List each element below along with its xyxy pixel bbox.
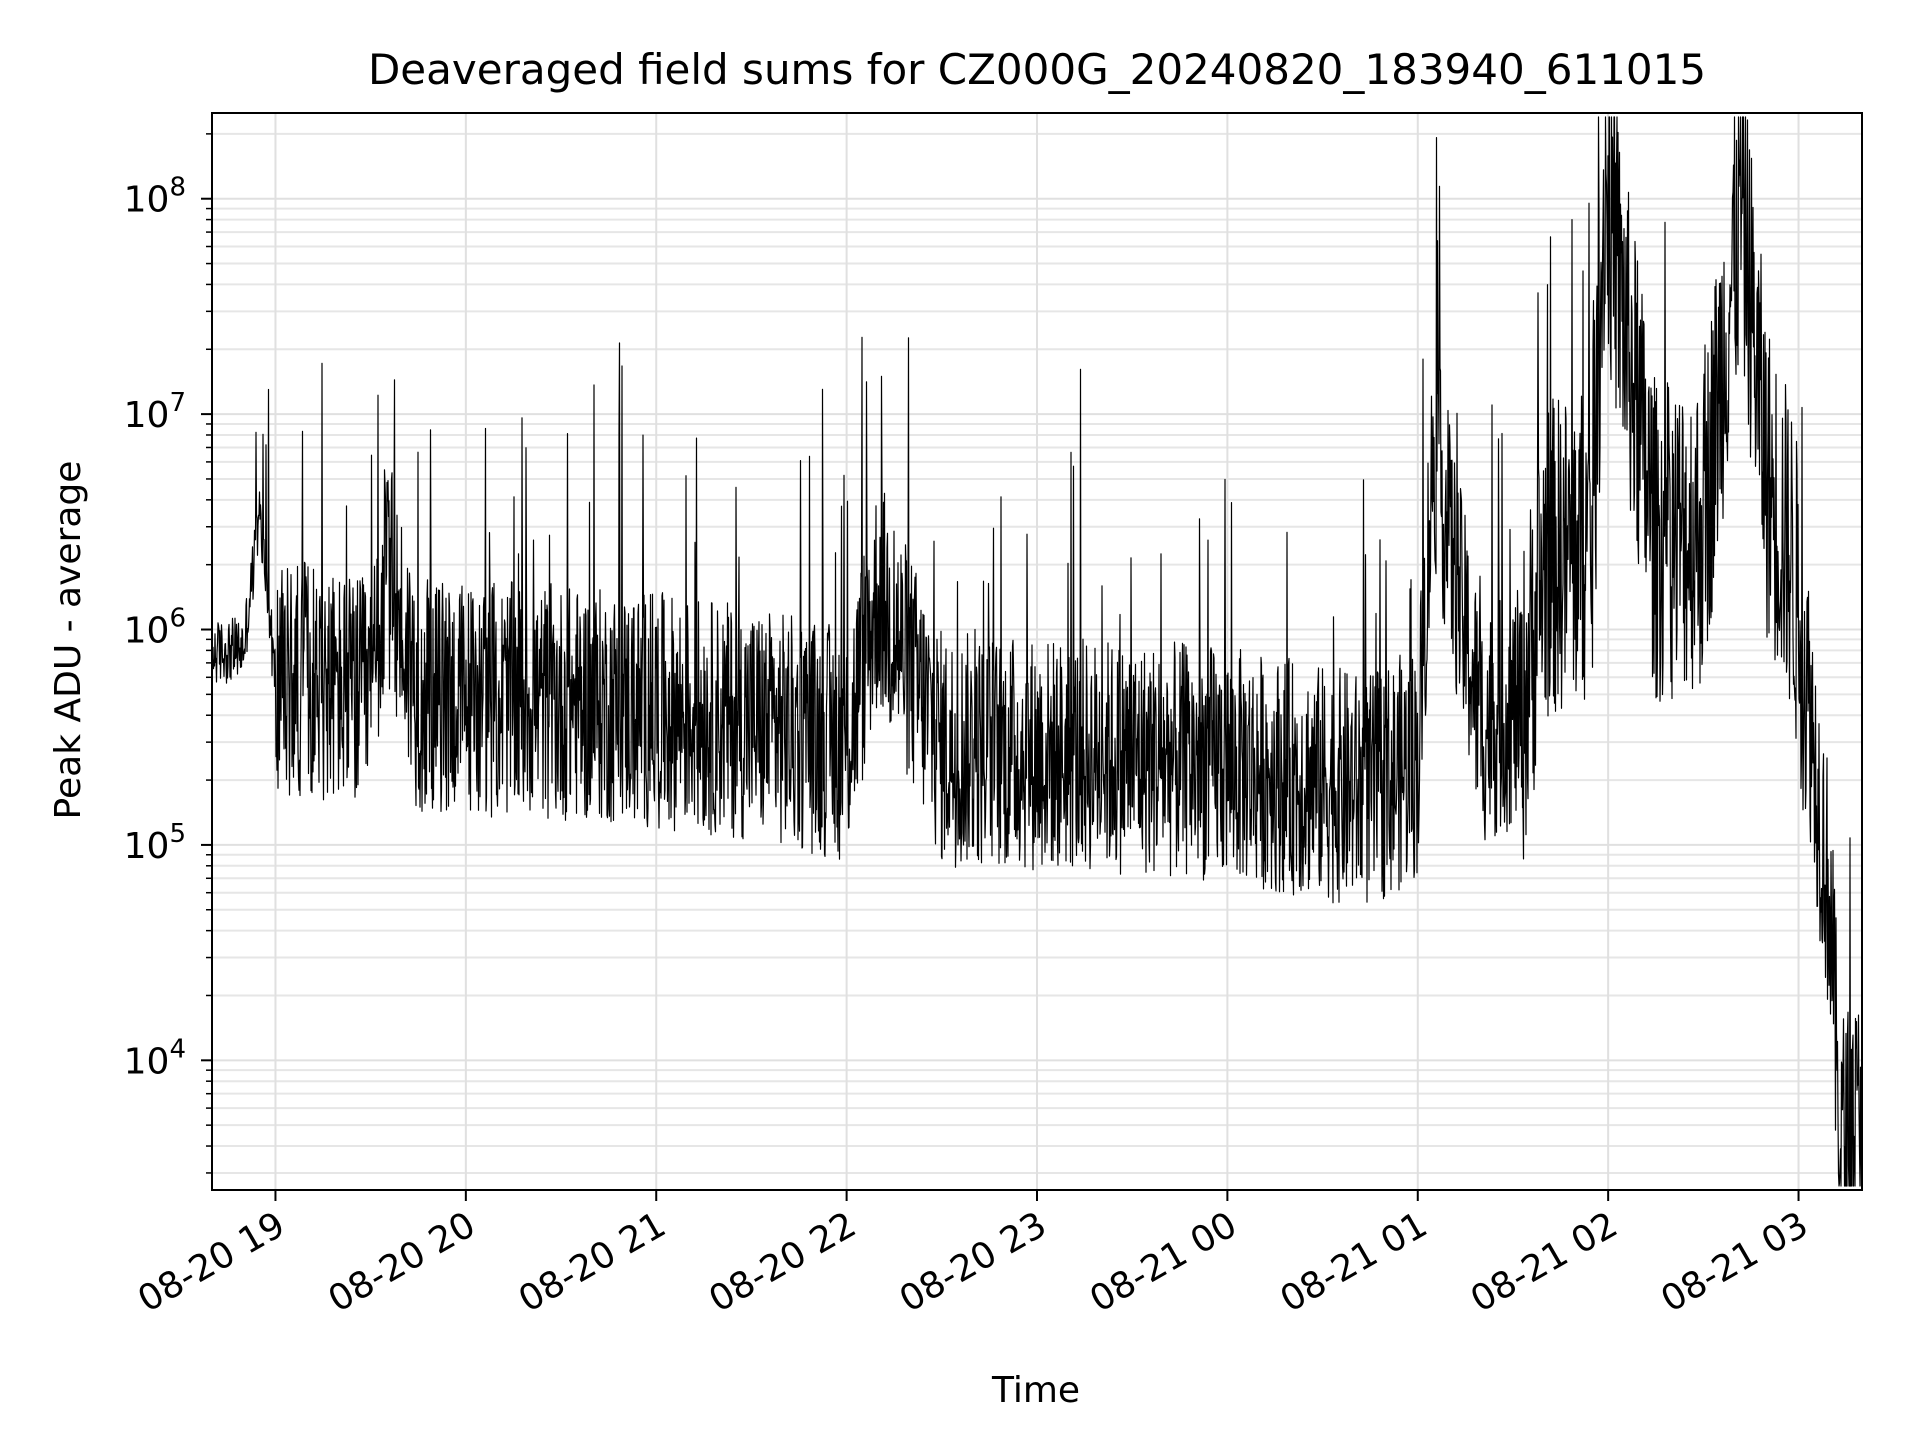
series-layer <box>211 116 1863 1187</box>
chart-title: Deaveraged field sums for CZ000G_2024082… <box>368 45 1706 94</box>
x-axis-label: Time <box>991 1370 1080 1411</box>
y-axis-label: Peak ADU - average <box>48 461 89 820</box>
y-tick-label: 107 <box>124 388 186 436</box>
y-tick-label: 105 <box>124 819 186 867</box>
y-tick-label: 104 <box>124 1034 186 1082</box>
y-axis: 104 105 106 107 108 <box>124 133 212 1174</box>
y-tick-label: 106 <box>124 604 186 652</box>
series-line <box>211 116 1863 1187</box>
y-tick-label: 108 <box>124 173 186 221</box>
